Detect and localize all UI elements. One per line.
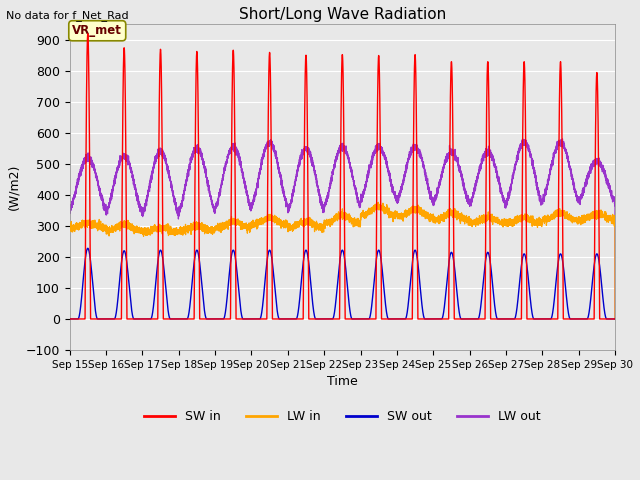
Text: No data for f_Net_Rad: No data for f_Net_Rad bbox=[6, 10, 129, 21]
Y-axis label: (W/m2): (W/m2) bbox=[7, 164, 20, 210]
Title: Short/Long Wave Radiation: Short/Long Wave Radiation bbox=[239, 7, 446, 22]
Text: VR_met: VR_met bbox=[72, 24, 122, 37]
Legend: SW in, LW in, SW out, LW out: SW in, LW in, SW out, LW out bbox=[139, 405, 546, 428]
X-axis label: Time: Time bbox=[327, 375, 358, 388]
